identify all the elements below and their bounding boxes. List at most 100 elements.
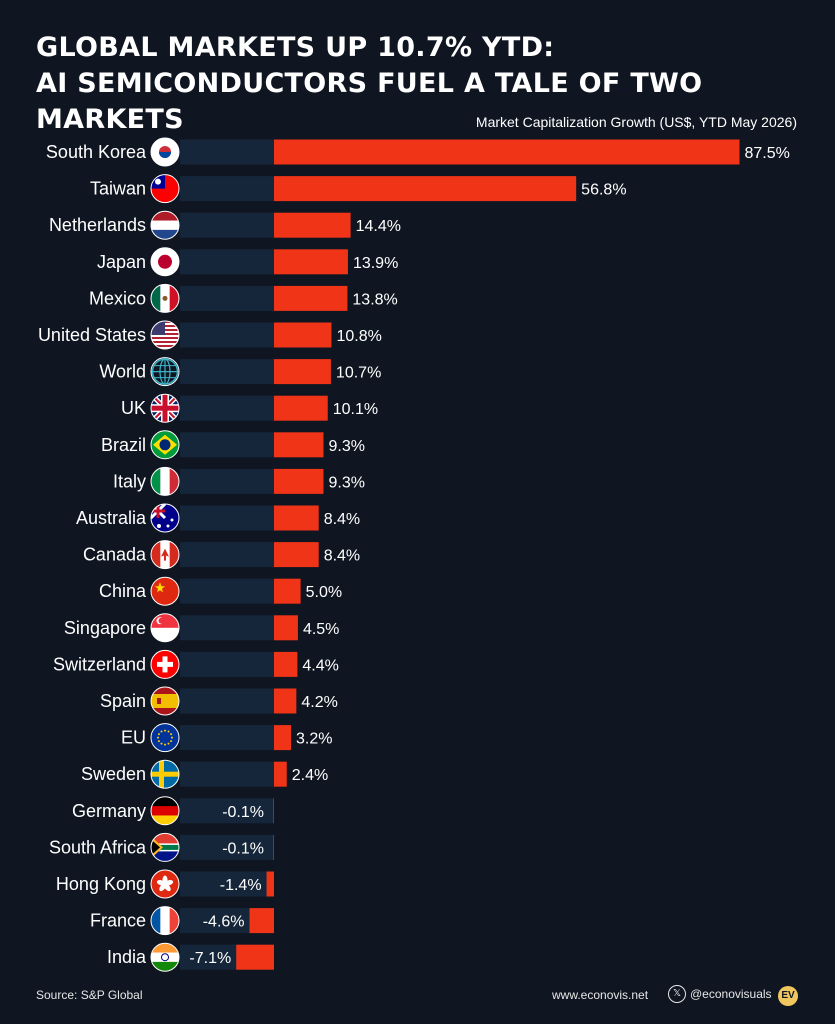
bar-row: Sweden 2.4% bbox=[81, 759, 328, 789]
label-band bbox=[180, 615, 274, 641]
bar bbox=[274, 176, 577, 202]
bar bbox=[274, 359, 331, 385]
social-handle[interactable]: 𝕏 @econovisuals bbox=[668, 985, 772, 1003]
switzerland-flag-icon bbox=[150, 649, 180, 679]
south-korea-flag-icon bbox=[150, 137, 180, 167]
france-flag-icon bbox=[150, 906, 180, 936]
bar-row: Italy 9.3% bbox=[113, 466, 365, 496]
value-label: -0.1% bbox=[222, 840, 264, 857]
bar bbox=[273, 834, 274, 860]
bar-row: Brazil 9.3% bbox=[101, 430, 365, 460]
value-label: 87.5% bbox=[745, 145, 790, 162]
country-label: EU bbox=[121, 728, 146, 748]
value-label: 13.8% bbox=[352, 291, 397, 308]
bar bbox=[274, 249, 348, 275]
bar bbox=[274, 542, 319, 568]
bar-row: China 5.0% bbox=[99, 576, 342, 606]
label-band bbox=[180, 176, 274, 202]
country-label: Italy bbox=[113, 471, 146, 491]
label-band bbox=[180, 688, 274, 714]
value-label: 2.4% bbox=[292, 767, 328, 784]
label-band bbox=[180, 871, 274, 897]
value-label: 10.7% bbox=[336, 365, 381, 382]
label-band bbox=[180, 761, 274, 787]
label-band bbox=[180, 468, 274, 494]
sweden-flag-icon bbox=[150, 759, 180, 789]
label-band bbox=[180, 505, 274, 531]
canada-flag-icon bbox=[150, 540, 180, 570]
taiwan-flag-icon bbox=[150, 174, 180, 204]
bar-row: Spain 4.2% bbox=[100, 686, 338, 716]
mexico-flag-icon bbox=[150, 283, 180, 313]
label-band bbox=[180, 798, 274, 824]
country-label: South Korea bbox=[46, 142, 147, 162]
bar bbox=[274, 468, 324, 494]
value-label: 4.2% bbox=[301, 694, 337, 711]
bar bbox=[274, 505, 319, 531]
china-flag-icon bbox=[150, 576, 180, 606]
country-label: UK bbox=[121, 398, 146, 418]
label-band bbox=[180, 725, 274, 751]
italy-flag-icon bbox=[150, 466, 180, 496]
india-flag-icon bbox=[150, 942, 180, 972]
bar-row: India -7.1% bbox=[107, 942, 274, 972]
label-band bbox=[180, 395, 274, 421]
bar-row: South Korea 87.5% bbox=[46, 137, 790, 167]
bar-row: Taiwan 56.8% bbox=[90, 174, 627, 204]
country-label: China bbox=[99, 581, 147, 601]
value-label: 13.9% bbox=[353, 255, 398, 272]
country-label: Japan bbox=[97, 252, 146, 272]
country-label: Hong Kong bbox=[56, 874, 146, 894]
country-label: Singapore bbox=[64, 618, 146, 638]
bar bbox=[266, 871, 274, 897]
eu-flag-icon bbox=[150, 723, 180, 753]
bar-row: Switzerland 4.4% bbox=[53, 649, 339, 679]
country-label: Sweden bbox=[81, 764, 146, 784]
bar bbox=[274, 615, 298, 641]
x-logo-icon: 𝕏 bbox=[668, 985, 686, 1003]
value-label: 8.4% bbox=[324, 511, 360, 528]
country-label: Mexico bbox=[89, 288, 146, 308]
country-label: Germany bbox=[72, 801, 146, 821]
label-band bbox=[180, 285, 274, 311]
econovis-logo: EV bbox=[778, 986, 798, 1006]
japan-flag-icon bbox=[150, 247, 180, 277]
uk-flag-icon bbox=[150, 393, 180, 423]
value-label: -1.4% bbox=[220, 877, 262, 894]
bar-row: EU 3.2% bbox=[121, 723, 332, 753]
label-band bbox=[180, 359, 274, 385]
germany-flag-icon bbox=[150, 796, 180, 826]
country-label: Netherlands bbox=[49, 215, 146, 235]
bar bbox=[274, 322, 332, 348]
country-label: Brazil bbox=[101, 435, 146, 455]
bar bbox=[273, 798, 274, 824]
brazil-flag-icon bbox=[150, 430, 180, 460]
label-band bbox=[180, 651, 274, 677]
bar-row: Mexico 13.8% bbox=[89, 283, 398, 313]
australia-flag-icon bbox=[150, 503, 180, 533]
country-label: France bbox=[90, 911, 146, 931]
label-band bbox=[180, 249, 274, 275]
label-band bbox=[180, 432, 274, 458]
country-label: World bbox=[99, 362, 146, 382]
country-label: United States bbox=[38, 325, 146, 345]
singapore-flag-icon bbox=[150, 613, 180, 643]
bar bbox=[274, 139, 740, 165]
label-band bbox=[180, 212, 274, 238]
bar-row: World 10.7% bbox=[99, 357, 381, 387]
bar bbox=[274, 432, 324, 458]
netherlands-flag-icon bbox=[150, 210, 180, 240]
bar bbox=[274, 578, 301, 604]
united-states-flag-icon bbox=[150, 320, 180, 350]
country-label: Taiwan bbox=[90, 179, 146, 199]
country-label: Spain bbox=[100, 691, 146, 711]
value-label: 14.4% bbox=[356, 218, 401, 235]
value-label: 8.4% bbox=[324, 548, 360, 565]
bar bbox=[274, 395, 328, 421]
title-line-2: AI SEMICONDUCTORS FUEL A TALE OF TWO MAR… bbox=[36, 68, 703, 135]
label-band bbox=[180, 322, 274, 348]
bar-row: Hong Kong -1.4% bbox=[56, 869, 274, 899]
bar bbox=[274, 651, 298, 677]
website-link[interactable]: www.econovis.net bbox=[552, 988, 649, 1002]
